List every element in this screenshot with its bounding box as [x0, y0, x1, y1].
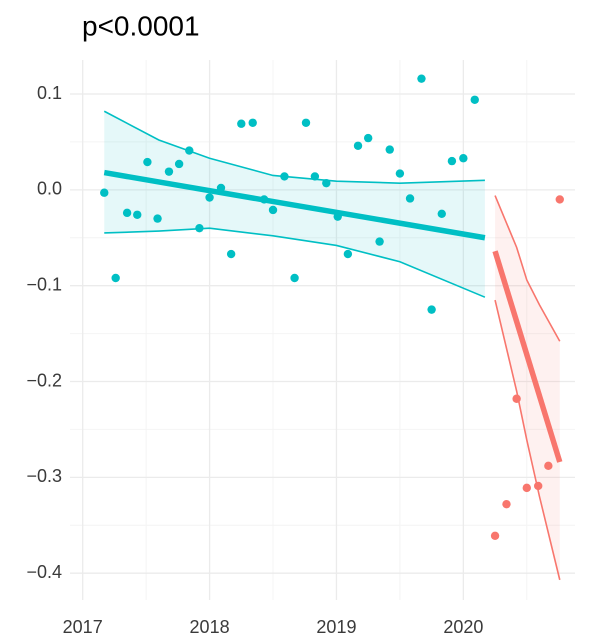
point	[133, 210, 142, 219]
point	[185, 146, 194, 155]
band-edge	[494, 299, 561, 581]
point	[534, 481, 543, 491]
point	[205, 193, 214, 202]
point	[502, 499, 511, 509]
point	[490, 531, 500, 540]
y-tick-label: −0.4	[26, 562, 62, 582]
point	[301, 118, 311, 127]
point	[375, 237, 384, 246]
x-tick-label: 2020	[443, 617, 483, 637]
band-edge	[104, 227, 486, 298]
point	[143, 157, 152, 167]
point	[353, 141, 363, 150]
point	[174, 159, 184, 169]
point	[237, 119, 246, 128]
chart-title: p<0.0001	[82, 10, 200, 41]
point	[248, 118, 257, 127]
x-tick-label: 2018	[190, 617, 230, 637]
point	[417, 74, 426, 83]
point	[427, 305, 436, 314]
point	[100, 188, 109, 197]
point	[385, 145, 394, 154]
point	[437, 209, 446, 219]
point	[555, 195, 564, 204]
y-tick-label: 0.0	[37, 179, 62, 199]
point	[470, 95, 479, 104]
y-tick-label: 0.1	[37, 83, 62, 103]
y-tick-label: −0.3	[26, 466, 62, 486]
point	[122, 208, 132, 218]
point	[322, 178, 331, 188]
point	[459, 154, 468, 163]
point	[512, 394, 521, 403]
point	[310, 172, 320, 181]
point	[395, 169, 405, 178]
point	[447, 156, 457, 166]
point	[544, 461, 553, 471]
point	[522, 483, 531, 493]
x-tick-label: 2019	[316, 617, 356, 637]
point	[195, 223, 204, 233]
point	[405, 194, 415, 203]
point	[226, 249, 236, 259]
x-tick-label: 2017	[63, 617, 103, 637]
point	[268, 205, 278, 215]
point	[343, 249, 353, 259]
confidence-band	[495, 195, 560, 580]
point	[363, 133, 373, 143]
band-edge	[103, 110, 485, 184]
point	[164, 167, 174, 176]
point	[290, 273, 299, 283]
y-tick-label: −0.2	[26, 370, 62, 390]
band-edge	[494, 195, 561, 342]
fit-line	[492, 250, 563, 463]
y-tick-label: −0.1	[26, 274, 62, 294]
fit-line	[103, 169, 486, 241]
point	[111, 273, 120, 283]
point	[153, 214, 162, 223]
point	[280, 172, 289, 181]
